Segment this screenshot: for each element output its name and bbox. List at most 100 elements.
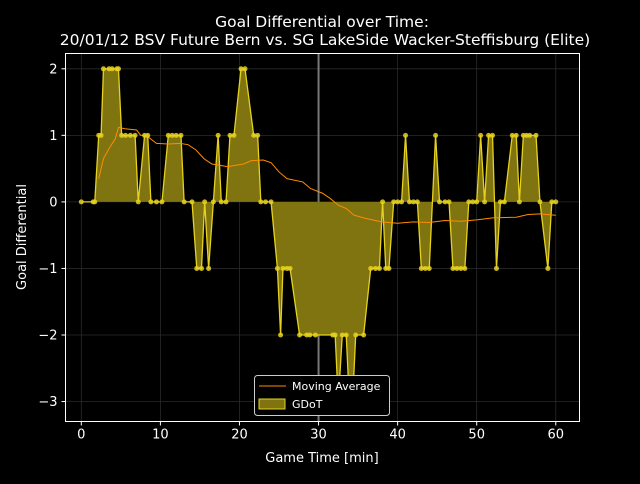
gdot-point xyxy=(497,199,503,205)
gdot-point xyxy=(458,265,464,271)
gdot-point xyxy=(361,332,367,338)
gdot-point xyxy=(223,199,229,205)
x-tick-label: 20 xyxy=(231,428,248,443)
gdot-point xyxy=(165,132,171,138)
gdot-point xyxy=(227,132,233,138)
gdot-point xyxy=(437,199,443,205)
gdot-point xyxy=(199,265,205,271)
gdot-point xyxy=(173,132,179,138)
gdot-point xyxy=(169,132,175,138)
legend-moving-average-label: Moving Average xyxy=(292,380,381,393)
moving-average-line xyxy=(98,126,556,224)
gdot-point xyxy=(454,265,460,271)
gdot-point xyxy=(312,332,318,338)
gdot-point xyxy=(215,132,221,138)
gdot-point xyxy=(135,199,141,205)
y-tick-label: 2 xyxy=(49,62,57,77)
gdot-point xyxy=(549,199,555,205)
gdot-point xyxy=(100,66,106,72)
gdot-point xyxy=(268,199,274,205)
gdot-point xyxy=(189,199,195,205)
gdot-point xyxy=(238,66,244,72)
gdot-point xyxy=(395,199,401,205)
gdot-point xyxy=(145,132,151,138)
x-tick-label: 60 xyxy=(548,428,565,443)
gdot-point xyxy=(218,199,224,205)
gdot-point xyxy=(490,132,496,138)
data-marks xyxy=(78,66,559,405)
legend-box xyxy=(254,375,390,416)
gdot-point xyxy=(127,132,133,138)
plot-frame xyxy=(65,53,580,422)
gdot-point xyxy=(493,265,499,271)
gdot-point xyxy=(181,199,187,205)
gdot-point xyxy=(380,199,386,205)
gdot-point xyxy=(178,132,184,138)
x-tick-label: 50 xyxy=(468,428,485,443)
gdot-point xyxy=(274,265,280,271)
y-tick-label: −3 xyxy=(38,395,57,410)
gdot-point xyxy=(446,199,452,205)
gdot-point xyxy=(297,332,303,338)
gdot-point xyxy=(368,265,374,271)
y-tick-label: 0 xyxy=(49,195,57,210)
gdot-point xyxy=(537,199,543,205)
y-axis-label: Goal Differential xyxy=(15,184,30,290)
gdot-point xyxy=(509,132,515,138)
legend: Moving Average GDoT xyxy=(254,375,390,416)
gdot-point xyxy=(426,265,432,271)
chart-title-line1: Goal Differential over Time: xyxy=(215,13,429,31)
gdot-point xyxy=(410,199,416,205)
gdot-point xyxy=(343,332,349,338)
gdot-point xyxy=(553,199,559,205)
gdot-point xyxy=(153,199,159,205)
x-tick-label: 0 xyxy=(77,428,85,443)
chart-title-line2: 20/01/12 BSV Future Bern vs. SG LakeSide… xyxy=(60,31,590,49)
x-axis-label: Game Time [min] xyxy=(265,451,378,466)
y-tick-label: 1 xyxy=(49,129,57,144)
gdot-point xyxy=(450,265,456,271)
gdot-area xyxy=(81,68,556,402)
gdot-point xyxy=(516,199,522,205)
gdot-point xyxy=(231,132,237,138)
gdot-point xyxy=(123,132,129,138)
gdot-point xyxy=(513,132,519,138)
gdot-point xyxy=(527,132,533,138)
gdot-point xyxy=(418,265,424,271)
gdot-point xyxy=(376,265,382,271)
gdot-point xyxy=(462,265,468,271)
gdot-point xyxy=(533,132,539,138)
gdot-point xyxy=(115,66,121,72)
gdot-point xyxy=(92,199,98,205)
gdot-point xyxy=(98,132,104,138)
gdot-point xyxy=(278,332,284,338)
gdot-point xyxy=(353,332,359,338)
gdot-point xyxy=(242,66,248,72)
gdot-point xyxy=(482,199,488,205)
y-axis-ticks: −3 −2 −1 0 1 2 xyxy=(38,62,66,410)
y-tick-label: −2 xyxy=(38,328,57,343)
gdot-area-fill xyxy=(81,68,556,402)
x-axis-ticks: 0 10 20 30 40 50 60 xyxy=(77,421,565,443)
gdot-point xyxy=(307,332,313,338)
legend-gdot-label: GDoT xyxy=(292,398,323,411)
gdot-point xyxy=(442,199,448,205)
gdot-point xyxy=(501,199,507,205)
gdot-point xyxy=(470,199,476,205)
gdot-point xyxy=(474,199,480,205)
gdot-point xyxy=(258,199,264,205)
gdot-point xyxy=(433,132,439,138)
gdot-point xyxy=(255,132,261,138)
gdot-point xyxy=(422,265,428,271)
gdot-point xyxy=(78,199,84,205)
gdot-point xyxy=(148,199,154,205)
gdot-point xyxy=(332,332,338,338)
gdot-point xyxy=(280,265,286,271)
x-tick-label: 30 xyxy=(310,428,327,443)
legend-gdot-swatch xyxy=(258,398,286,410)
gdot-point xyxy=(386,265,392,271)
gdot-point xyxy=(202,199,208,205)
gdot-point xyxy=(545,265,551,271)
gdot-point xyxy=(119,132,125,138)
